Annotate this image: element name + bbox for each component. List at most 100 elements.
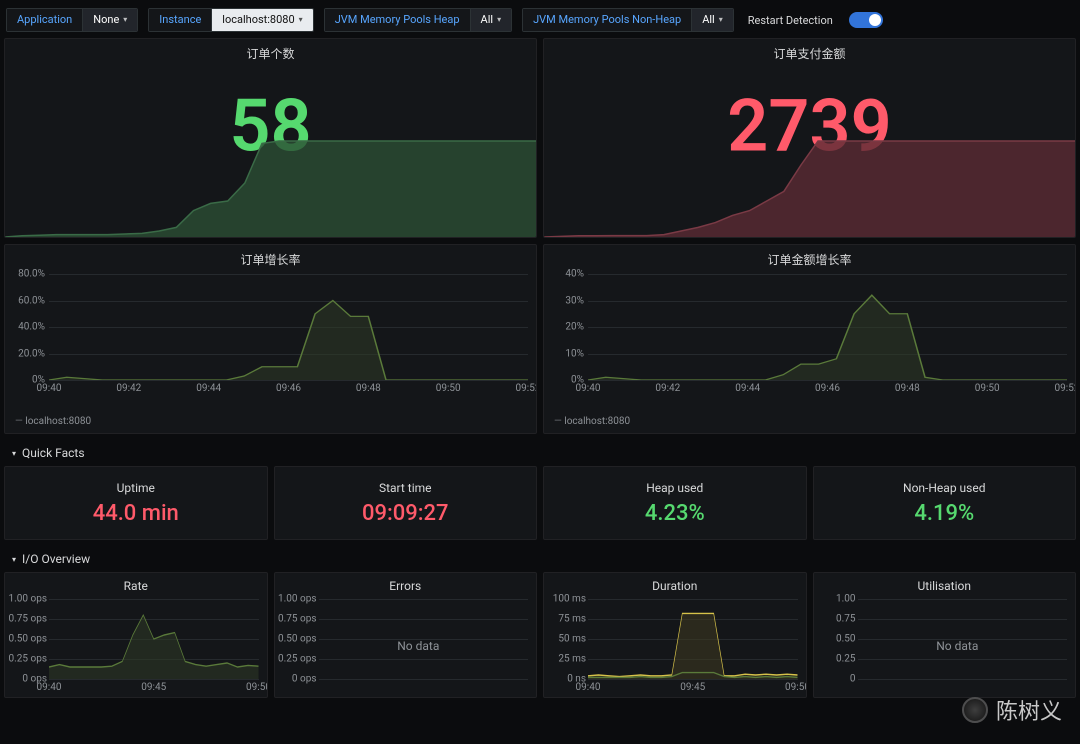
panel-title: 订单支付金额 <box>544 39 1075 64</box>
variable-value[interactable]: All ▾ <box>471 9 512 31</box>
variable-value[interactable]: None ▾ <box>83 9 137 31</box>
variable-label: JVM Memory Pools Non-Heap <box>523 9 692 31</box>
panel-title: Errors <box>275 573 537 595</box>
watermark-text: 陈树义 <box>996 694 1062 726</box>
y-tick: 80.0% <box>5 269 45 280</box>
chart-panel[interactable]: Duration0 ns25 ms50 ms75 ms100 ms09:4009… <box>543 572 807 698</box>
quickfact-panel[interactable]: Non-Heap used 4.19% <box>813 466 1077 540</box>
variable-jvm-memory-pools-heap[interactable]: JVM Memory Pools HeapAll ▾ <box>324 8 512 32</box>
gridline <box>319 679 529 680</box>
no-data-text: No data <box>936 639 978 653</box>
x-tick: 09:46 <box>276 383 301 394</box>
chart-panel[interactable]: Errors0 ops0.25 ops0.50 ops0.75 ops1.00 … <box>274 572 538 698</box>
x-tick: 09:40 <box>576 682 601 693</box>
variable-jvm-memory-pools-non-heap[interactable]: JVM Memory Pools Non-HeapAll ▾ <box>522 8 734 32</box>
quickfact-label: Non-Heap used <box>903 481 985 495</box>
chart-panel[interactable]: Utilisation00.250.500.751.00No data <box>813 572 1077 698</box>
variable-value[interactable]: localhost:8080 ▾ <box>212 9 312 31</box>
bigstat-panel[interactable]: 订单支付金额2739 <box>543 38 1076 238</box>
chart-panel[interactable]: 订单增长率0%20.0%40.0%60.0%80.0%09:4009:4209:… <box>4 244 537 434</box>
quickfact-value: 09:09:27 <box>362 501 449 526</box>
x-tick: 09:50 <box>785 682 806 693</box>
y-tick: 0.75 ops <box>5 614 47 625</box>
row-rate-charts: 订单增长率0%20.0%40.0%60.0%80.0%09:4009:4209:… <box>4 244 1076 434</box>
sparkline <box>544 117 1075 237</box>
y-tick: 0.25 ops <box>275 654 317 665</box>
chart-panel[interactable]: Rate0 ops0.25 ops0.50 ops0.75 ops1.00 op… <box>4 572 268 698</box>
restart-detection-label: Restart Detection <box>748 14 833 27</box>
variable-instance[interactable]: Instancelocalhost:8080 ▾ <box>148 8 313 32</box>
quickfact-value: 44.0 min <box>93 501 179 526</box>
quickfact-label: Uptime <box>117 481 155 495</box>
section-quick-facts[interactable]: ▾ Quick Facts <box>4 440 1076 466</box>
quickfact-panel[interactable]: Heap used 4.23% <box>543 466 807 540</box>
x-tick: 09:40 <box>37 682 62 693</box>
x-tick: 09:52 <box>516 383 537 394</box>
gridline <box>858 679 1068 680</box>
chart-svg <box>49 274 528 380</box>
y-tick: 1.00 ops <box>275 594 317 605</box>
variable-label: Instance <box>149 9 212 31</box>
y-tick: 60.0% <box>5 295 45 306</box>
panel-title: 订单增长率 <box>5 245 536 270</box>
gridline <box>49 380 528 381</box>
gridline <box>49 679 259 680</box>
filters-host: ApplicationNone ▾ Instancelocalhost:8080 … <box>6 8 734 32</box>
row-quick-facts: Uptime 44.0 min Start time 09:09:27 Heap use… <box>4 466 1076 540</box>
quickfact-value: 4.19% <box>914 501 974 526</box>
watermark: 陈树义 <box>962 694 1062 726</box>
y-tick: 75 ms <box>544 614 586 625</box>
x-tick: 09:50 <box>246 682 267 693</box>
x-tick: 09:48 <box>895 383 920 394</box>
chevron-down-icon: ▾ <box>497 9 501 31</box>
watermark-icon <box>962 697 988 723</box>
restart-detection-toggle[interactable] <box>849 12 883 28</box>
x-tick: 09:42 <box>116 383 141 394</box>
quickfact-label: Heap used <box>646 481 703 495</box>
chevron-down-icon: ▾ <box>719 9 723 31</box>
x-tick: 09:45 <box>141 682 166 693</box>
x-tick: 09:50 <box>436 383 461 394</box>
x-tick: 09:48 <box>356 383 381 394</box>
y-tick: 20% <box>544 322 584 333</box>
chevron-down-icon: ▾ <box>12 449 16 458</box>
quickfact-panel[interactable]: Start time 09:09:27 <box>274 466 538 540</box>
variable-application[interactable]: ApplicationNone ▾ <box>6 8 138 32</box>
gridline <box>588 679 798 680</box>
sparkline <box>5 117 536 237</box>
y-tick: 0.75 ops <box>275 614 317 625</box>
section-title: Quick Facts <box>22 446 85 460</box>
x-tick: 09:44 <box>196 383 221 394</box>
x-tick: 09:45 <box>680 682 705 693</box>
variable-value[interactable]: All ▾ <box>692 9 733 31</box>
panel-title: Utilisation <box>814 573 1076 595</box>
x-tick: 09:42 <box>655 383 680 394</box>
y-tick: 0.75 <box>814 614 856 625</box>
y-tick: 50 ms <box>544 634 586 645</box>
row-io-overview: Rate0 ops0.25 ops0.50 ops0.75 ops1.00 op… <box>4 572 1076 698</box>
quickfact-panel[interactable]: Uptime 44.0 min <box>4 466 268 540</box>
y-tick: 0.50 ops <box>275 634 317 645</box>
chart-panel[interactable]: 订单金额增长率0%10%20%30%40%09:4009:4209:4409:4… <box>543 244 1076 434</box>
chart-legend: — localhost:8080 <box>5 412 536 433</box>
section-io-overview[interactable]: ▾ I/O Overview <box>4 546 1076 572</box>
y-tick: 0.50 <box>814 634 856 645</box>
y-tick: 40% <box>544 269 584 280</box>
quickfact-label: Start time <box>379 481 432 495</box>
variable-label: Application <box>7 9 83 31</box>
row-big-stats: 订单个数58订单支付金额2739 <box>4 38 1076 238</box>
quickfact-value: 4.23% <box>645 501 705 526</box>
dashboard-variable-bar: ApplicationNone ▾ Instancelocalhost:8080 … <box>0 0 1080 38</box>
dashboard-grid: 订单个数58订单支付金额2739 订单增长率0%20.0%40.0%60.0%8… <box>0 38 1080 698</box>
chart-svg <box>49 599 259 679</box>
no-data-text: No data <box>397 639 439 653</box>
y-tick: 25 ms <box>544 654 586 665</box>
variable-label: JVM Memory Pools Heap <box>325 9 471 31</box>
panel-title: Duration <box>544 573 806 595</box>
bigstat-panel[interactable]: 订单个数58 <box>4 38 537 238</box>
y-tick: 0.25 <box>814 654 856 665</box>
x-tick: 09:50 <box>975 383 1000 394</box>
gridline <box>588 380 1067 381</box>
y-tick: 0.25 ops <box>5 654 47 665</box>
y-tick: 10% <box>544 348 584 359</box>
